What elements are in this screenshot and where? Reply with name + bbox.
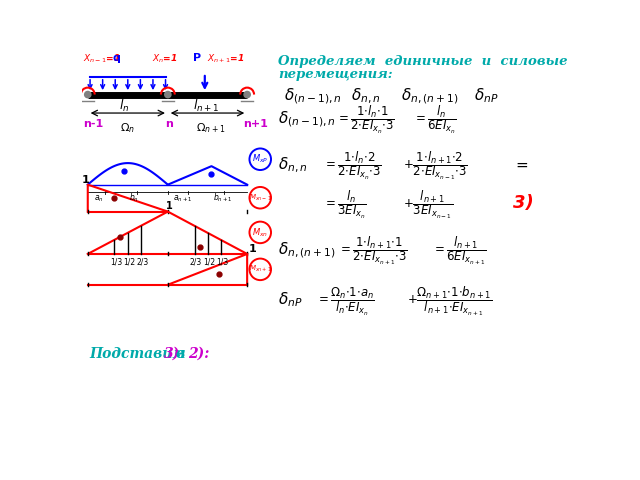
Text: $\delta_{(n-1),n}$: $\delta_{(n-1),n}$ [284, 86, 342, 106]
Text: $+\dfrac{\Omega_{n+1}{\cdot}1{\cdot}b_{n+1}}{l_{n+1}{\cdot}EI_{x_{n+1}}}$: $+\dfrac{\Omega_{n+1}{\cdot}1{\cdot}b_{n… [407, 285, 492, 318]
Text: в: в [175, 347, 185, 361]
Text: $\delta_{nP}$: $\delta_{nP}$ [474, 86, 499, 105]
Text: $X_{n+1}$=1: $X_{n+1}$=1 [207, 52, 244, 65]
Text: $=\dfrac{l_n}{3EI_{x_n}}$: $=\dfrac{l_n}{3EI_{x_n}}$ [323, 188, 367, 220]
Text: 3): 3) [513, 194, 534, 212]
Text: $l_n$: $l_n$ [119, 98, 129, 114]
Text: $=\dfrac{l_{n+1}}{6EI_{x_{n+1}}}$: $=\dfrac{l_{n+1}}{6EI_{x_{n+1}}}$ [432, 234, 486, 267]
Text: $M_{xn-1}$: $M_{xn-1}$ [249, 192, 271, 203]
Text: n: n [164, 119, 173, 129]
Text: $M_{xn+1}$: $M_{xn+1}$ [249, 264, 271, 275]
Text: $+\dfrac{l_{n+1}}{3EI_{x_{n-1}}}$: $+\dfrac{l_{n+1}}{3EI_{x_{n-1}}}$ [403, 188, 454, 220]
Text: 1/3: 1/3 [216, 258, 229, 267]
Text: q: q [113, 53, 120, 63]
Text: $\delta_{(n-1),n}$: $\delta_{(n-1),n}$ [278, 109, 336, 129]
Text: $b_{n+1}$: $b_{n+1}$ [212, 191, 232, 204]
Text: $+\dfrac{1{\cdot}l_{n+1}{\cdot}2}{2{\cdot}EI_{x_{n-1}}{\cdot}3}$: $+\dfrac{1{\cdot}l_{n+1}{\cdot}2}{2{\cdo… [403, 150, 468, 182]
Text: $=\dfrac{1{\cdot}l_n{\cdot}2}{2{\cdot}EI_{x_n}{\cdot}3}$: $=\dfrac{1{\cdot}l_n{\cdot}2}{2{\cdot}EI… [323, 150, 381, 182]
Text: n+1: n+1 [243, 119, 268, 129]
Text: $\Omega_n$: $\Omega_n$ [120, 121, 135, 134]
Text: 1/2: 1/2 [204, 258, 216, 267]
Text: 2/3: 2/3 [136, 258, 148, 267]
Text: Определяем  единичные  и  силовые: Определяем единичные и силовые [278, 55, 568, 68]
Text: P: P [193, 53, 202, 63]
Text: $M_{xP}$: $M_{xP}$ [252, 153, 268, 166]
Text: перемещения:: перемещения: [278, 68, 392, 82]
Text: 1/2: 1/2 [123, 258, 135, 267]
Text: $b_n$: $b_n$ [129, 191, 139, 204]
Circle shape [84, 91, 92, 98]
Text: $\delta_{n,n}$: $\delta_{n,n}$ [278, 156, 308, 175]
Text: 2/3: 2/3 [190, 258, 202, 267]
Text: 2):: 2): [188, 347, 209, 361]
Text: 3): 3) [164, 347, 180, 361]
Text: $\Omega_{n+1}$: $\Omega_{n+1}$ [196, 121, 225, 134]
Text: $=\dfrac{1{\cdot}l_{n+1}{\cdot}1}{2{\cdot}EI_{x_{n+1}}{\cdot}3}$: $=\dfrac{1{\cdot}l_{n+1}{\cdot}1}{2{\cdo… [338, 234, 408, 267]
Text: Подставим: Подставим [90, 347, 186, 361]
Text: $X_{n-1}$=1: $X_{n-1}$=1 [83, 52, 120, 65]
Text: n-1: n-1 [83, 119, 104, 129]
Text: $X_n$=1: $X_n$=1 [152, 52, 178, 65]
Text: $\delta_{nP}$: $\delta_{nP}$ [278, 290, 303, 309]
Text: $\delta_{n,(n+1)}$: $\delta_{n,(n+1)}$ [278, 240, 335, 260]
Circle shape [243, 91, 251, 98]
Text: $a_n$: $a_n$ [93, 193, 104, 204]
Text: $\delta_{n,n}$: $\delta_{n,n}$ [351, 86, 381, 106]
Text: $M_{xn}$: $M_{xn}$ [252, 226, 268, 239]
Text: $l_{n+1}$: $l_{n+1}$ [193, 98, 220, 114]
Text: 1: 1 [249, 244, 257, 254]
Text: $=\dfrac{l_n}{6EI_{x_n}}$: $=\dfrac{l_n}{6EI_{x_n}}$ [413, 104, 456, 136]
Text: 1/3: 1/3 [110, 258, 122, 267]
Text: $a_{n+1}$: $a_{n+1}$ [173, 193, 193, 204]
Text: $=\dfrac{\Omega_n{\cdot}1{\cdot}a_n}{l_n{\cdot}EI_{x_n}}$: $=\dfrac{\Omega_n{\cdot}1{\cdot}a_n}{l_n… [316, 286, 375, 318]
Circle shape [164, 91, 172, 98]
Text: $=$: $=$ [513, 157, 529, 172]
Text: $\delta_{n,(n+1)}$: $\delta_{n,(n+1)}$ [401, 86, 459, 106]
Text: 1: 1 [166, 201, 173, 211]
Text: 1: 1 [82, 175, 90, 185]
Text: $=\dfrac{1{\cdot}l_n{\cdot}1}{2{\cdot}EI_{x_n}{\cdot}3}$: $=\dfrac{1{\cdot}l_n{\cdot}1}{2{\cdot}EI… [336, 104, 394, 136]
